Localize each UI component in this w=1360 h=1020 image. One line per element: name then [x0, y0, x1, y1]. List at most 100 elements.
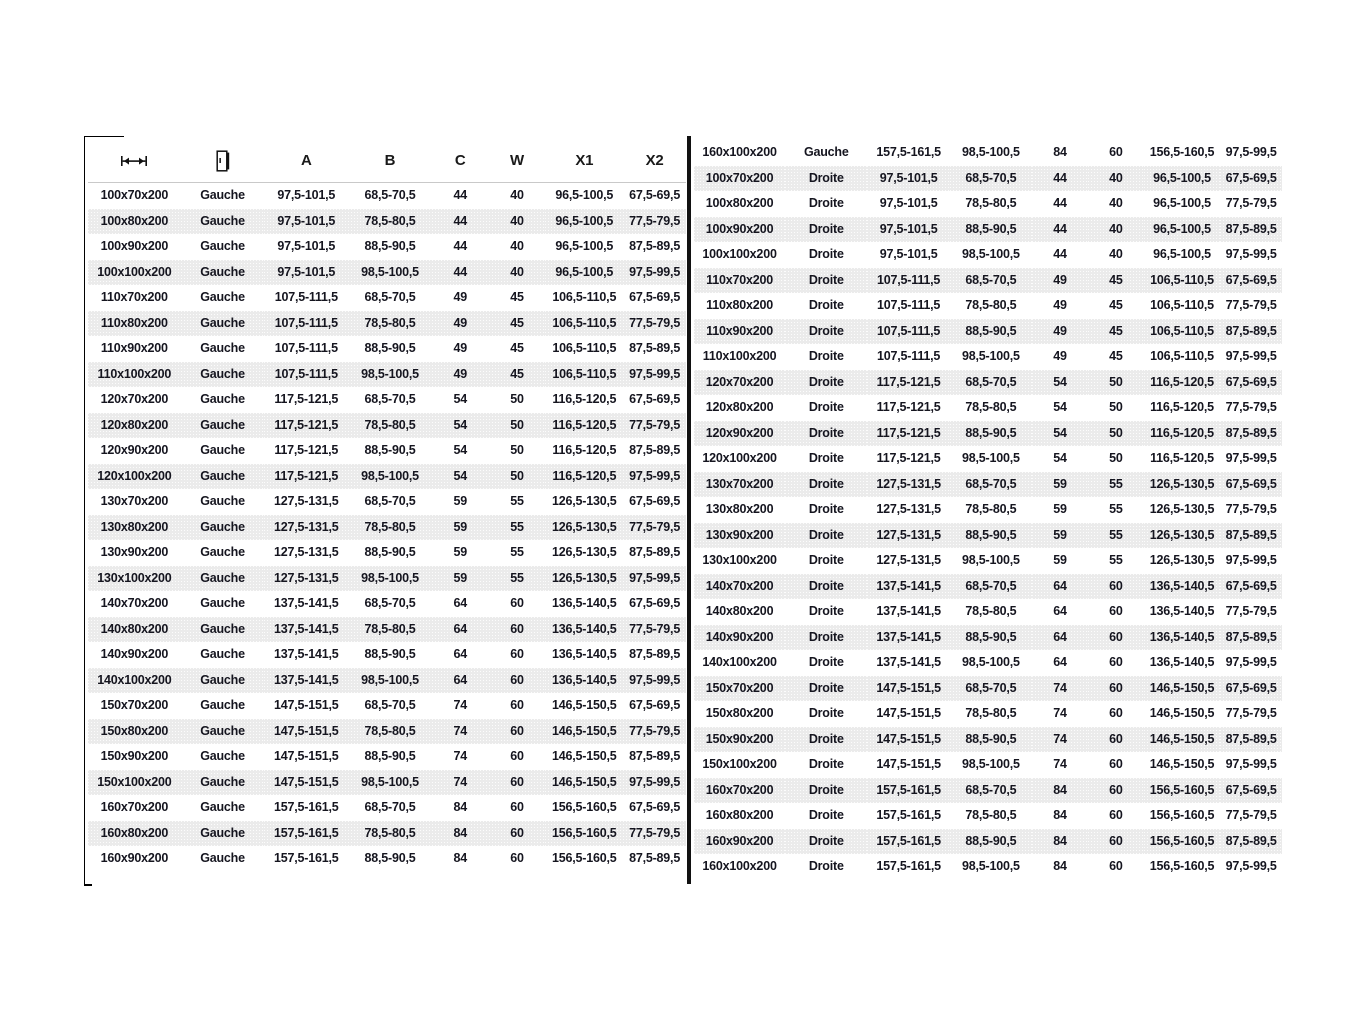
cell-w: 50 — [488, 463, 546, 489]
table-row[interactable]: 100x90x200 Droite 97,5-101,5 88,5-90,5 44 40 9… — [694, 216, 1282, 242]
cell-x2: 87,5-89,5 — [1220, 522, 1282, 548]
table-row[interactable]: 130x90x200 Gauche 127,5-131,5 88,5-90,5 59 55… — [88, 540, 686, 566]
table-row[interactable]: 110x80x200 Droite 107,5-111,5 78,5-80,5 49 45… — [694, 293, 1282, 319]
cell-x1: 146,5-150,5 — [545, 769, 624, 795]
table-row[interactable]: 100x100x200 Droite 97,5-101,5 98,5-100,5 44 4… — [694, 242, 1282, 268]
table-row[interactable]: 150x80x200 Gauche 147,5-151,5 78,5-80,5 74 60… — [88, 718, 686, 744]
cell-w: 45 — [1087, 267, 1144, 293]
table-row[interactable]: 150x100x200 Droite 147,5-151,5 98,5-100,5 74… — [694, 752, 1282, 778]
cell-b: 98,5-100,5 — [949, 650, 1033, 676]
cell-b: 68,5-70,5 — [949, 777, 1033, 803]
table-row[interactable]: 150x90x200 Gauche 147,5-151,5 88,5-90,5 74 60… — [88, 744, 686, 770]
table-row[interactable]: 160x90x200 Gauche 157,5-161,5 88,5-90,5 84 60… — [88, 846, 686, 872]
table-row[interactable]: 160x90x200 Droite 157,5-161,5 88,5-90,5 84 60… — [694, 828, 1282, 854]
cell-hand: Gauche — [180, 540, 265, 566]
table-row[interactable]: 150x100x200 Gauche 147,5-151,5 98,5-100,5 74… — [88, 769, 686, 795]
cell-b: 78,5-80,5 — [949, 395, 1033, 421]
header-c: C — [431, 140, 489, 183]
table-row[interactable]: 130x80x200 Gauche 127,5-131,5 78,5-80,5 59 55… — [88, 514, 686, 540]
table-row[interactable]: 120x100x200 Droite 117,5-121,5 98,5-100,5 54… — [694, 446, 1282, 472]
table-row[interactable]: 130x100x200 Gauche 127,5-131,5 98,5-100,5 59… — [88, 565, 686, 591]
cell-x1: 126,5-130,5 — [545, 514, 624, 540]
table-row[interactable]: 120x90x200 Droite 117,5-121,5 88,5-90,5 54 50… — [694, 420, 1282, 446]
table-row[interactable]: 140x70x200 Droite 137,5-141,5 68,5-70,5 64 60… — [694, 573, 1282, 599]
cell-x1: 116,5-120,5 — [545, 387, 624, 413]
left-spec-table: A B C W X1 X2 100x70x200 Gauche 97,5-101,5… — [88, 140, 686, 872]
cell-b: 98,5-100,5 — [949, 854, 1033, 880]
cell-b: 88,5-90,5 — [348, 846, 432, 872]
table-row[interactable]: 130x80x200 Droite 127,5-131,5 78,5-80,5 59 55… — [694, 497, 1282, 523]
table-row[interactable]: 110x80x200 Gauche 107,5-111,5 78,5-80,5 49 45… — [88, 310, 686, 336]
table-row[interactable]: 100x80x200 Droite 97,5-101,5 78,5-80,5 44 40 9… — [694, 191, 1282, 217]
table-row[interactable]: 120x80x200 Droite 117,5-121,5 78,5-80,5 54 50… — [694, 395, 1282, 421]
table-row[interactable]: 160x70x200 Gauche 157,5-161,5 68,5-70,5 84 60… — [88, 795, 686, 821]
cell-x2: 97,5-99,5 — [1220, 752, 1282, 778]
table-row[interactable]: 120x90x200 Gauche 117,5-121,5 88,5-90,5 54 50… — [88, 438, 686, 464]
table-row[interactable]: 120x70x200 Droite 117,5-121,5 68,5-70,5 54 50… — [694, 369, 1282, 395]
cell-b: 88,5-90,5 — [949, 522, 1033, 548]
cell-b: 98,5-100,5 — [348, 565, 432, 591]
table-row[interactable]: 140x80x200 Droite 137,5-141,5 78,5-80,5 64 60… — [694, 599, 1282, 625]
cell-size: 110x80x200 — [88, 310, 181, 336]
table-row[interactable]: 160x80x200 Droite 157,5-161,5 78,5-80,5 84 60… — [694, 803, 1282, 829]
table-row[interactable]: 140x70x200 Gauche 137,5-141,5 68,5-70,5 64 60… — [88, 591, 686, 617]
cell-size: 110x70x200 — [694, 267, 786, 293]
table-row[interactable]: 150x70x200 Gauche 147,5-151,5 68,5-70,5 74 60… — [88, 693, 686, 719]
cell-b: 88,5-90,5 — [348, 234, 432, 260]
cell-hand: Droite — [785, 650, 868, 676]
table-row[interactable]: 130x70x200 Droite 127,5-131,5 68,5-70,5 59 55… — [694, 471, 1282, 497]
table-row[interactable]: 160x100x200 Droite 157,5-161,5 98,5-100,5 84… — [694, 854, 1282, 880]
table-row[interactable]: 100x80x200 Gauche 97,5-101,5 78,5-80,5 44 40 9… — [88, 208, 686, 234]
cell-w: 60 — [488, 718, 546, 744]
table-row[interactable]: 140x100x200 Droite 137,5-141,5 98,5-100,5 64… — [694, 650, 1282, 676]
cell-x2: 77,5-79,5 — [1220, 395, 1282, 421]
cell-c: 44 — [1032, 242, 1088, 268]
table-row[interactable]: 160x70x200 Droite 157,5-161,5 68,5-70,5 84 60… — [694, 777, 1282, 803]
cell-x2: 87,5-89,5 — [1220, 828, 1282, 854]
table-row[interactable]: 130x70x200 Gauche 127,5-131,5 68,5-70,5 59 55… — [88, 489, 686, 515]
cell-c: 74 — [431, 693, 489, 719]
table-row[interactable]: 110x100x200 Gauche 107,5-111,5 98,5-100,5 49… — [88, 361, 686, 387]
table-row[interactable]: 120x100x200 Gauche 117,5-121,5 98,5-100,5 54… — [88, 463, 686, 489]
table-row[interactable]: 140x90x200 Droite 137,5-141,5 88,5-90,5 64 60… — [694, 624, 1282, 650]
cell-a: 147,5-151,5 — [867, 701, 950, 727]
table-row[interactable]: 110x70x200 Gauche 107,5-111,5 68,5-70,5 49 45… — [88, 285, 686, 311]
cell-x1: 156,5-160,5 — [1143, 828, 1221, 854]
frame-corner-top-mark — [84, 136, 124, 137]
table-row[interactable]: 100x70x200 Gauche 97,5-101,5 68,5-70,5 44 40 9… — [88, 182, 686, 209]
table-row[interactable]: 140x100x200 Gauche 137,5-141,5 98,5-100,5 64… — [88, 667, 686, 693]
cell-a: 117,5-121,5 — [264, 438, 349, 464]
cell-x2: 87,5-89,5 — [623, 642, 686, 668]
table-row[interactable]: 110x70x200 Droite 107,5-111,5 68,5-70,5 49 45… — [694, 267, 1282, 293]
table-row[interactable]: 160x100x200 Gauche 157,5-161,5 98,5-100,5 84… — [694, 140, 1282, 166]
cell-w: 60 — [1087, 573, 1144, 599]
cell-size: 150x90x200 — [88, 744, 181, 770]
cell-x2: 67,5-69,5 — [623, 182, 686, 209]
cell-w: 40 — [1087, 216, 1144, 242]
table-row[interactable]: 150x90x200 Droite 147,5-151,5 88,5-90,5 74 60… — [694, 726, 1282, 752]
table-row[interactable]: 160x80x200 Gauche 157,5-161,5 78,5-80,5 84 60… — [88, 820, 686, 846]
table-row[interactable]: 110x90x200 Gauche 107,5-111,5 88,5-90,5 49 45… — [88, 336, 686, 362]
cell-hand: Gauche — [180, 208, 265, 234]
table-row[interactable]: 140x80x200 Gauche 137,5-141,5 78,5-80,5 64 60… — [88, 616, 686, 642]
table-row[interactable]: 100x100x200 Gauche 97,5-101,5 98,5-100,5 44 4… — [88, 259, 686, 285]
table-row[interactable]: 130x90x200 Droite 127,5-131,5 88,5-90,5 59 55… — [694, 522, 1282, 548]
cell-w: 55 — [488, 565, 546, 591]
table-row[interactable]: 140x90x200 Gauche 137,5-141,5 88,5-90,5 64 60… — [88, 642, 686, 668]
table-row[interactable]: 110x100x200 Droite 107,5-111,5 98,5-100,5 49… — [694, 344, 1282, 370]
table-row[interactable]: 110x90x200 Droite 107,5-111,5 88,5-90,5 49 45… — [694, 318, 1282, 344]
table-row[interactable]: 100x70x200 Droite 97,5-101,5 68,5-70,5 44 40 9… — [694, 165, 1282, 191]
table-row[interactable]: 120x70x200 Gauche 117,5-121,5 68,5-70,5 54 50… — [88, 387, 686, 413]
table-row[interactable]: 130x100x200 Droite 127,5-131,5 98,5-100,5 59… — [694, 548, 1282, 574]
cell-b: 68,5-70,5 — [949, 675, 1033, 701]
table-row[interactable]: 150x70x200 Droite 147,5-151,5 68,5-70,5 74 60… — [694, 675, 1282, 701]
cell-w: 45 — [1087, 318, 1144, 344]
cell-w: 55 — [1087, 522, 1144, 548]
table-row[interactable]: 150x80x200 Droite 147,5-151,5 78,5-80,5 74 60… — [694, 701, 1282, 727]
table-row[interactable]: 120x80x200 Gauche 117,5-121,5 78,5-80,5 54 50… — [88, 412, 686, 438]
table-row[interactable]: 100x90x200 Gauche 97,5-101,5 88,5-90,5 44 40 9… — [88, 234, 686, 260]
cell-size: 120x80x200 — [694, 395, 786, 421]
cell-b: 78,5-80,5 — [348, 514, 432, 540]
cell-a: 117,5-121,5 — [867, 395, 950, 421]
cell-hand: Gauche — [180, 667, 265, 693]
